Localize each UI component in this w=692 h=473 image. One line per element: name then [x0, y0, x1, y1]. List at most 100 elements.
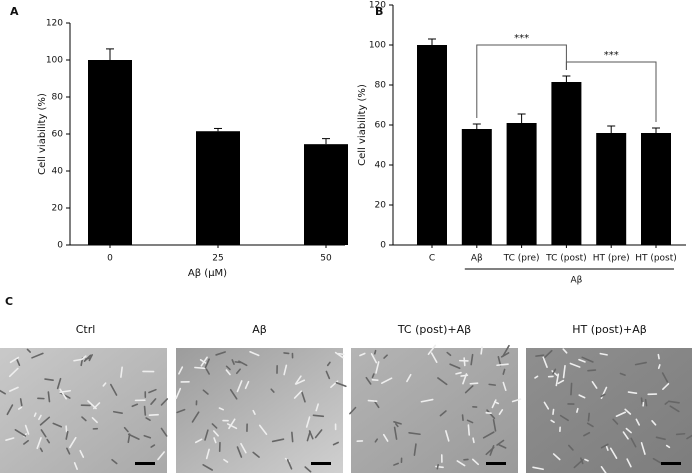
cell — [178, 366, 184, 375]
cell — [446, 351, 452, 357]
cell — [334, 351, 344, 359]
cell — [393, 462, 400, 466]
cell — [492, 418, 497, 432]
cell — [486, 409, 496, 420]
cell — [16, 359, 21, 367]
image-title: Aβ — [252, 323, 267, 336]
cell — [131, 403, 139, 408]
panel-label: C — [5, 295, 13, 308]
micrograph-bg — [351, 348, 518, 473]
x-tick-label: TC (pre) — [503, 254, 540, 264]
x-tick-label: Aβ — [471, 254, 483, 264]
cell — [581, 356, 594, 363]
cell — [640, 397, 644, 405]
cell — [120, 366, 123, 378]
cell — [73, 462, 78, 470]
cell — [236, 446, 243, 458]
x-tick-label: C — [429, 254, 435, 264]
cell — [112, 410, 123, 414]
cell — [160, 398, 169, 406]
cell — [625, 427, 632, 434]
cell — [231, 359, 235, 365]
cell — [635, 418, 641, 426]
cell — [332, 441, 339, 446]
cell — [408, 431, 421, 436]
cell — [5, 437, 15, 441]
cell — [143, 405, 147, 416]
cell — [212, 430, 219, 437]
x-axis-label: Aβ (μM) — [188, 268, 227, 279]
cell — [6, 404, 14, 416]
cell — [634, 361, 647, 366]
cell — [46, 438, 51, 444]
cell — [59, 389, 71, 394]
cell — [511, 398, 522, 403]
cell — [73, 358, 83, 362]
cell — [102, 382, 107, 387]
y-tick-label: 120 — [46, 19, 63, 29]
cell — [664, 401, 669, 405]
cell — [175, 387, 182, 400]
cell — [496, 363, 509, 367]
x-tick-label: 25 — [212, 254, 223, 264]
x-tick-label: HT (post) — [635, 254, 677, 264]
cell — [562, 364, 566, 379]
cell — [204, 358, 210, 369]
x-tick-label: 50 — [320, 254, 332, 264]
cell — [552, 368, 557, 375]
cell — [65, 430, 69, 440]
cell — [123, 426, 129, 433]
cell — [652, 457, 664, 465]
cell — [651, 420, 657, 426]
cell — [542, 356, 548, 369]
significance-label: *** — [514, 33, 529, 44]
cell — [455, 371, 462, 375]
cell — [543, 401, 550, 410]
cell — [301, 391, 306, 403]
y-tick-label: 120 — [369, 1, 386, 11]
cell — [38, 414, 42, 421]
cell — [44, 378, 54, 381]
image-title: TC (post)+Aβ — [397, 323, 471, 336]
cell — [578, 394, 586, 399]
cell — [587, 369, 597, 372]
cell — [382, 433, 389, 442]
cell — [624, 408, 632, 415]
bar — [196, 131, 240, 245]
cell — [467, 424, 471, 436]
cell — [552, 408, 555, 416]
error-bar — [517, 113, 526, 123]
y-tick-label: 80 — [375, 81, 387, 91]
cell — [427, 344, 437, 356]
cell — [252, 451, 260, 458]
cell — [9, 386, 19, 392]
cell — [471, 458, 480, 466]
cell — [0, 389, 6, 395]
cell — [640, 442, 646, 455]
cell — [491, 399, 497, 409]
cell — [373, 349, 377, 355]
cell — [461, 414, 464, 422]
cell — [600, 466, 607, 473]
image-title: Ctrl — [76, 323, 96, 336]
cell — [228, 418, 236, 430]
scale-bar — [486, 462, 506, 465]
cell — [667, 400, 680, 404]
significance-bracket — [476, 44, 567, 118]
cell — [393, 421, 402, 425]
cell — [36, 437, 42, 450]
cell — [229, 388, 238, 400]
cell — [215, 351, 226, 356]
cell — [235, 368, 241, 375]
cell — [204, 429, 209, 441]
error-bar — [322, 138, 330, 145]
cell — [482, 431, 495, 439]
cell — [612, 418, 619, 425]
cell — [562, 348, 568, 354]
bar — [304, 144, 348, 245]
y-axis-label: Cell viability (%) — [37, 93, 48, 175]
cell — [430, 352, 438, 364]
cell — [542, 349, 553, 360]
cell — [439, 410, 447, 417]
